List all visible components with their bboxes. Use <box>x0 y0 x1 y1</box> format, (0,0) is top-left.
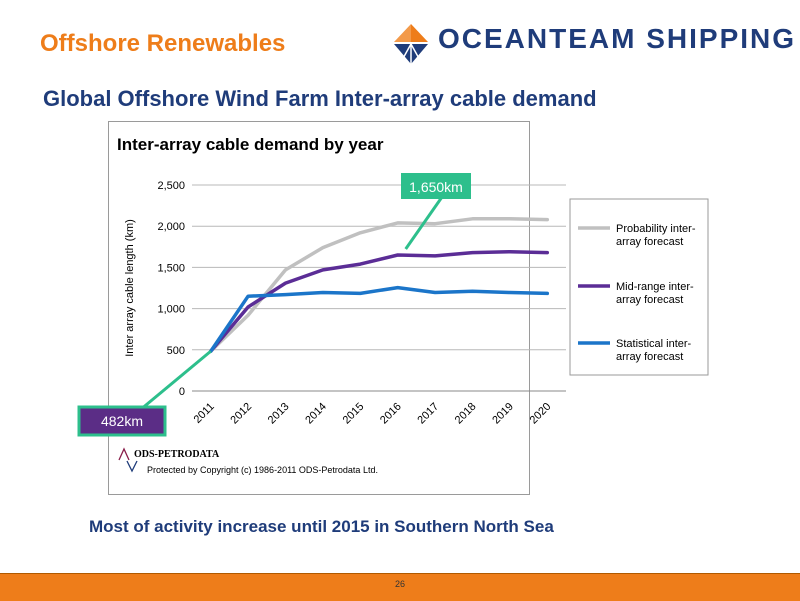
footer-text: Most of activity increase until 2015 in … <box>89 517 554 536</box>
source-logo-text: ODS-PETRODATA <box>134 449 220 460</box>
y-tick-label: 2,500 <box>157 180 185 192</box>
callout-leader-line <box>139 350 212 412</box>
source-copyright: Protected by Copyright (c) 1986-2011 ODS… <box>147 465 378 475</box>
x-tick-label: 2017 <box>415 401 441 427</box>
x-tick-label: 2012 <box>228 401 254 427</box>
legend-label: Probability inter-array forecast <box>616 223 696 248</box>
footer-bar: 26 <box>0 573 800 601</box>
slide-title: Global Offshore Wind Farm Inter-array ca… <box>43 86 597 111</box>
series-line-1 <box>208 217 550 354</box>
ods-petrodata-logo-icon <box>118 447 138 473</box>
y-axis-label: Inter array cable length (km) <box>124 219 136 357</box>
x-tick-label: 2013 <box>266 401 292 427</box>
callout-label: 1,650km <box>409 179 463 195</box>
x-tick-label: 2020 <box>528 401 554 427</box>
compass-logo-icon <box>392 22 430 66</box>
callout-label: 482km <box>101 413 143 429</box>
series-line-3 <box>208 285 550 354</box>
y-tick-label: 1,500 <box>157 262 185 274</box>
x-tick-label: 2019 <box>490 401 516 427</box>
page-number: 26 <box>394 579 405 589</box>
callout-leader-line <box>404 196 444 250</box>
y-tick-label: 0 <box>179 386 185 398</box>
chart-title: Inter-array cable demand by year <box>117 135 384 154</box>
x-tick-label: 2016 <box>378 401 404 427</box>
x-tick-label: 2014 <box>303 401 329 427</box>
brand: OCEANTEAM SHIPPING <box>392 20 794 68</box>
legend-label: Statistical inter-array forecast <box>616 338 692 363</box>
brand-name: OCEANTEAM SHIPPING <box>438 23 797 54</box>
section-title: Offshore Renewables <box>40 30 286 57</box>
y-tick-label: 2,000 <box>157 221 185 233</box>
y-tick-label: 1,000 <box>157 304 185 316</box>
y-tick-label: 500 <box>167 345 185 357</box>
legend-label: Mid-range inter-array forecast <box>616 281 694 306</box>
callout-box <box>77 405 167 437</box>
x-tick-label: 2011 <box>192 401 217 426</box>
callout-box <box>401 173 471 199</box>
x-tick-label: 2015 <box>341 401 367 427</box>
x-tick-label: 2018 <box>453 401 479 427</box>
